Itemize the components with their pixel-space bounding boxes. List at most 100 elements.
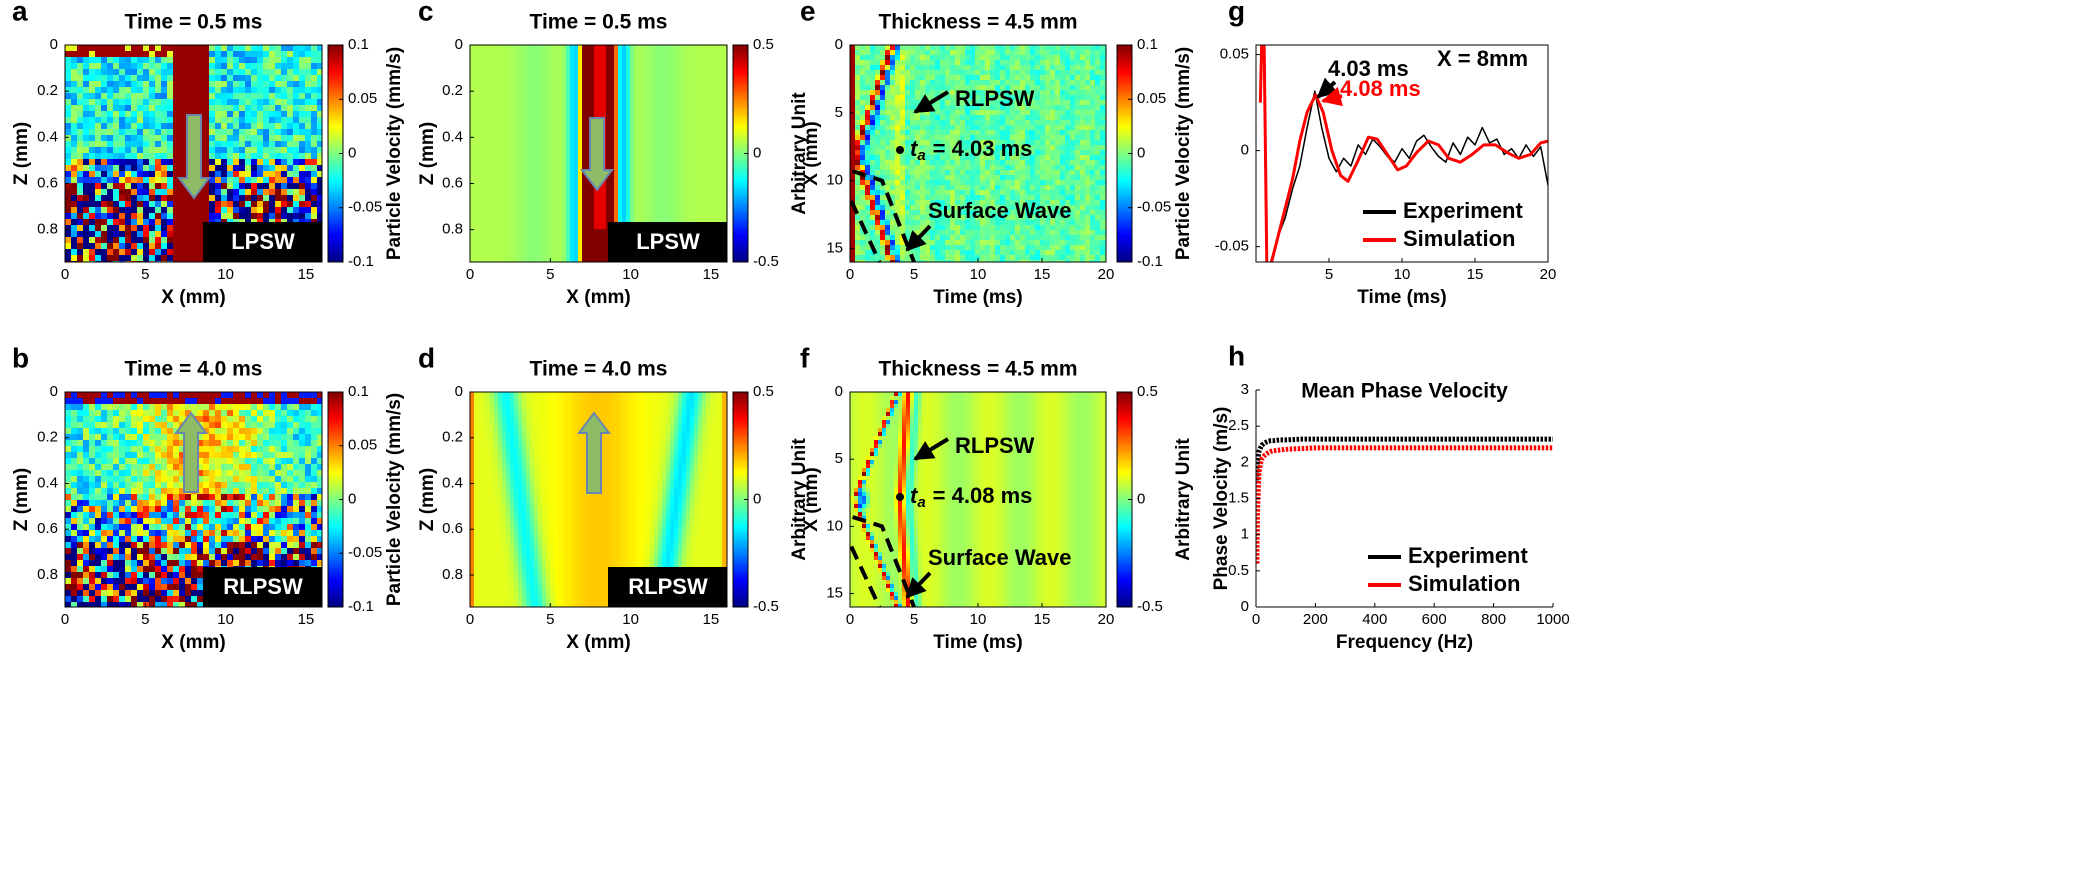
heatmap-pixel (257, 476, 264, 483)
heatmap-pixel (257, 560, 264, 567)
heatmap-pixel (269, 554, 276, 561)
heatmap-pixel (287, 99, 294, 106)
heatmap-pixel (161, 512, 168, 519)
heatmap-pixel (257, 45, 264, 52)
heatmap-pixel (275, 392, 282, 399)
heatmap-pixel (722, 133, 727, 138)
heatmap-pixel (221, 189, 228, 196)
heatmap-pixel (658, 65, 663, 70)
heatmap-pixel (203, 440, 210, 447)
heatmap-pixel (101, 225, 108, 232)
heatmap-pixel (582, 137, 587, 142)
heatmap-pixel (317, 392, 322, 399)
heatmap-pixel (698, 121, 703, 126)
heatmap-pixel (95, 434, 102, 441)
heatmap-pixel (470, 81, 475, 86)
heatmap-pixel (622, 89, 627, 94)
heatmap-pixel (257, 398, 264, 405)
heatmap-pixel (682, 105, 687, 110)
heatmap-pixel (101, 99, 108, 106)
heatmap-pixel (570, 53, 575, 58)
colorbar-tick-label: 0.05 (348, 90, 377, 107)
heatmap-pixel (263, 171, 270, 178)
heatmap-pixel (167, 189, 174, 196)
heatmap-pixel (215, 428, 222, 435)
heatmap-pixel (95, 189, 102, 196)
heatmap-pixel (646, 85, 651, 90)
heatmap-pixel (245, 392, 252, 399)
heatmap-pixel (173, 75, 180, 82)
heatmap-pixel (167, 201, 174, 208)
heatmap-pixel (119, 422, 126, 429)
heatmap-pixel (478, 105, 483, 110)
heatmap-pixel (494, 109, 499, 114)
heatmap-pixel (518, 93, 523, 98)
heatmap-pixel (239, 93, 246, 100)
heatmap-pixel (137, 75, 144, 82)
heatmap-pixel (622, 101, 627, 106)
heatmap-pixel (149, 548, 156, 555)
heatmap-pixel (119, 572, 126, 579)
heatmap-pixel (718, 77, 723, 82)
heatmap-pixel (239, 99, 246, 106)
heatmap-pixel (263, 129, 270, 136)
heatmap-pixel (71, 183, 78, 190)
heatmap-pixel (293, 135, 300, 142)
heatmap-pixel (317, 488, 322, 495)
heatmap-pixel (161, 171, 168, 178)
heatmap-pixel (119, 398, 126, 405)
heatmap-pixel (534, 105, 539, 110)
heatmap-pixel (215, 99, 222, 106)
heatmap-pixel (113, 422, 120, 429)
heatmap-pixel (119, 410, 126, 417)
heatmap-pixel (125, 159, 132, 166)
heatmap-pixel (125, 410, 132, 417)
heatmap-pixel (706, 141, 711, 146)
heatmap-pixel (215, 105, 222, 112)
heatmap-pixel (83, 87, 90, 94)
heatmap-pixel (119, 404, 126, 411)
heatmap-pixel (694, 57, 699, 62)
heatmap-pixel (606, 113, 611, 118)
heatmap-pixel (510, 149, 515, 154)
heatmap-pixel (662, 109, 667, 114)
heatmap-pixel (77, 482, 84, 489)
heatmap-pixel (662, 133, 667, 138)
heatmap-pixel (293, 410, 300, 417)
heatmap-pixel (101, 554, 108, 561)
heatmap-pixel (227, 488, 234, 495)
heatmap-pixel (642, 125, 647, 130)
heatmap-pixel (514, 49, 519, 54)
heatmap-pixel (173, 422, 180, 429)
heatmap-pixel (622, 77, 627, 82)
heatmap-pixel (197, 560, 204, 567)
heatmap-pixel (83, 177, 90, 184)
heatmap-pixel (486, 137, 491, 142)
heatmap-pixel (137, 69, 144, 76)
heatmap-pixel (119, 231, 126, 238)
heatmap-pixel (89, 57, 96, 64)
heatmap-pixel (125, 93, 132, 100)
heatmap-pixel (582, 145, 587, 150)
heatmap-pixel (137, 117, 144, 124)
heatmap-pixel (305, 548, 312, 555)
heatmap-pixel (161, 75, 168, 82)
heatmap-pixel (293, 524, 300, 531)
heatmap-pixel (65, 153, 72, 160)
heatmap-pixel (125, 602, 132, 607)
heatmap-pixel (167, 165, 174, 172)
heatmap-pixel (197, 542, 204, 549)
heatmap-pixel (179, 213, 186, 220)
heatmap-pixel (554, 145, 559, 150)
heatmap-pixel (161, 141, 168, 148)
heatmap-pixel (618, 97, 623, 102)
heatmap-pixel (221, 542, 228, 549)
heatmap-pixel (215, 464, 222, 471)
heatmap-pixel (107, 105, 114, 112)
heatmap-pixel (167, 69, 174, 76)
heatmap-pixel (299, 153, 306, 160)
heatmap-pixel (233, 111, 240, 118)
heatmap-pixel (546, 137, 551, 142)
heatmap-pixel (149, 177, 156, 184)
heatmap-pixel (562, 57, 567, 62)
